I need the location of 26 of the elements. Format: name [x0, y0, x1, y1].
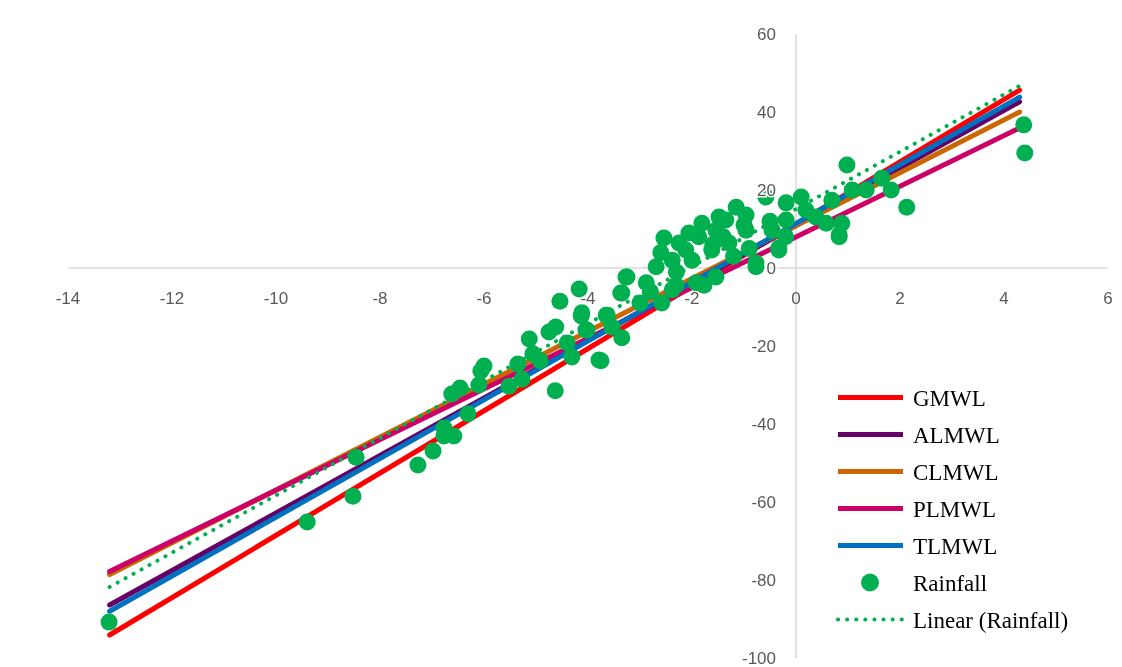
x-tick-label: -2: [684, 289, 700, 308]
x-tick-label: -4: [580, 289, 596, 308]
y-tick-label: -60: [751, 493, 776, 512]
x-tick-label: -14: [55, 289, 81, 308]
legend-label: Linear (Rainfall): [913, 607, 1069, 633]
y-tick-label: 60: [757, 25, 776, 44]
legend-label: GMWL: [913, 385, 986, 411]
y-tick-label: -40: [751, 415, 776, 434]
legend-label: TLMWL: [913, 533, 998, 559]
legend-label: Rainfall: [913, 570, 988, 596]
y-tick-label: 0: [766, 259, 776, 278]
y-tick-label: -20: [751, 337, 776, 356]
legend-label: PLMWL: [913, 496, 997, 522]
x-tick-label: 0: [791, 289, 801, 308]
y-tick-label: -80: [751, 571, 776, 590]
legend-label: ALMWL: [913, 422, 1000, 448]
x-tick-label: -6: [476, 289, 492, 308]
legend-label: CLMWL: [913, 459, 999, 485]
x-tick-label: -8: [372, 289, 388, 308]
x-tick-label: -12: [159, 289, 185, 308]
y-tick-label: 40: [757, 103, 776, 122]
x-tick-label: 2: [895, 289, 905, 308]
x-tick-label: 6: [1103, 289, 1113, 308]
x-tick-label: 4: [999, 289, 1009, 308]
x-tick-label: -10: [263, 289, 289, 308]
y-tick-label: -100: [741, 649, 776, 667]
